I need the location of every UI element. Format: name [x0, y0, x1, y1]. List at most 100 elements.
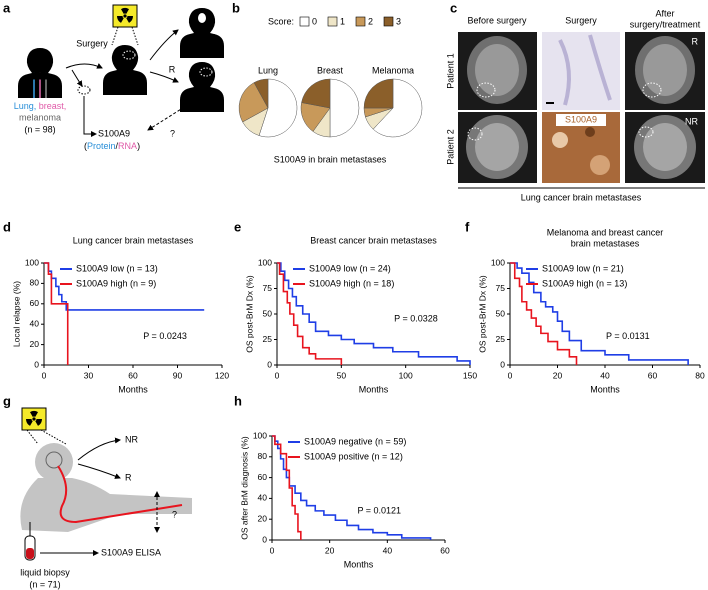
y-tick-label: 25: [263, 334, 273, 344]
arrow: [77, 437, 121, 461]
mri-image: [458, 112, 537, 183]
arrow: [77, 463, 121, 479]
mri-image: [458, 32, 537, 110]
legend-swatch: [355, 16, 366, 27]
x-tick-label: 0: [275, 370, 280, 380]
survival-curve: [277, 262, 471, 365]
x-tick-label: 80: [695, 370, 705, 380]
x-axis-label: Months: [118, 384, 148, 394]
pie-slice: [372, 78, 423, 138]
slash: /: [116, 141, 119, 151]
legend-label: 2: [368, 16, 373, 26]
survival-curve: [272, 435, 302, 540]
blood-sample: [26, 548, 34, 559]
mri-image: [625, 112, 705, 183]
dashed-arrow: [147, 105, 187, 131]
cohort-melanoma: melanoma: [19, 112, 61, 122]
y-tick-label: 60: [30, 298, 40, 308]
column-header: Surgery: [565, 15, 597, 25]
trefoil-blade: [121, 7, 129, 14]
stain-label: S100A9: [565, 114, 597, 124]
brain-lesion: [45, 451, 63, 469]
trefoil-blade: [30, 410, 38, 417]
trefoil-blade: [35, 419, 43, 426]
survival-curve: [272, 435, 432, 540]
survival-curve: [510, 262, 689, 365]
question-mark: ?: [172, 509, 177, 519]
legend-swatch: [383, 16, 394, 27]
legend-label: S100A9 high (n = 9): [76, 278, 156, 288]
p-value: P = 0.0121: [357, 505, 401, 515]
assay-label: S100A9 ELISA: [101, 547, 161, 557]
x-tick-label: 50: [337, 370, 347, 380]
y-tick-label: 0: [34, 359, 39, 369]
y-tick-label: 50: [496, 308, 506, 318]
arrow: [83, 96, 97, 137]
column-header: After: [655, 8, 674, 18]
trefoil-center: [32, 417, 36, 421]
resection-cavity: [122, 50, 136, 60]
mri-image: [625, 32, 705, 110]
cohort-n: (n = 98): [24, 124, 55, 134]
pie-label: Melanoma: [372, 65, 414, 75]
pie-slice: [301, 78, 331, 109]
x-tick-label: 60: [648, 370, 658, 380]
chart-title: Melanoma and breast cancer: [547, 227, 664, 237]
y-axis-label: Local relapse (%): [11, 281, 21, 347]
y-tick-label: 100: [253, 430, 267, 440]
legend-title: Score:: [268, 16, 294, 26]
x-tick-label: 150: [463, 370, 477, 380]
cohort-lung: Lung,: [14, 101, 37, 111]
panel-label: f: [465, 219, 470, 234]
pie-slice: [258, 78, 298, 138]
survival-curve: [44, 262, 69, 365]
pie-label: Breast: [317, 65, 344, 75]
arrow: [149, 71, 179, 83]
survival-curve: [277, 262, 343, 365]
y-tick-label: 50: [263, 308, 273, 318]
column-header: Before surgery: [467, 15, 527, 25]
y-tick-label: 80: [258, 451, 268, 461]
chart-title: Breast cancer brain metastases: [310, 235, 437, 245]
panel-label: h: [234, 393, 242, 408]
pie-label: Lung: [258, 65, 278, 75]
legend-label: S100A9 high (n = 18): [309, 278, 394, 288]
x-tick-label: 0: [42, 370, 47, 380]
panel-label: b: [232, 0, 240, 15]
paren: ): [137, 141, 140, 151]
trefoil-blade: [126, 16, 133, 23]
x-axis-label: Months: [344, 559, 374, 569]
dashed-line: [111, 26, 119, 46]
p-value: P = 0.0243: [143, 331, 187, 341]
chart-title: brain metastases: [571, 238, 640, 248]
outcome-label: R: [169, 64, 176, 74]
y-tick-label: 0: [267, 359, 272, 369]
legend-label: S100A9 positive (n = 12): [304, 451, 403, 461]
x-axis-label: Months: [590, 384, 620, 394]
pie-slice: [238, 82, 269, 123]
x-tick-label: 30: [84, 370, 94, 380]
x-tick-label: 20: [325, 545, 335, 555]
y-tick-label: 0: [262, 534, 267, 544]
caption: Lung cancer brain metastases: [521, 192, 642, 202]
y-axis-label: OS post-BrM Dx (%): [244, 275, 254, 353]
y-tick-label: 60: [258, 472, 268, 482]
x-tick-label: 0: [508, 370, 513, 380]
blood-vessel: [57, 465, 183, 524]
legend-label: S100A9 high (n = 13): [542, 278, 627, 288]
outcome-label: NR: [125, 434, 138, 444]
y-tick-label: 20: [258, 513, 268, 523]
x-tick-label: 0: [270, 545, 275, 555]
assay-label: (Protein/RNA): [84, 141, 140, 151]
dashed-line: [26, 429, 39, 445]
sample-n: (n = 71): [29, 579, 60, 589]
diagram-a: Lung, breast, melanoma (n = 98) Surgery …: [14, 4, 224, 151]
surgery-label: Surgery: [76, 38, 108, 48]
resection-cavity: [199, 67, 213, 77]
y-tick-label: 100: [25, 257, 39, 267]
legend-label: 0: [312, 16, 317, 26]
survival-curve: [510, 262, 578, 365]
panel-c: Before surgery Surgery After surgery/tre…: [445, 8, 705, 202]
sample-label: liquid biopsy: [20, 567, 70, 577]
response-label: R: [692, 36, 699, 46]
